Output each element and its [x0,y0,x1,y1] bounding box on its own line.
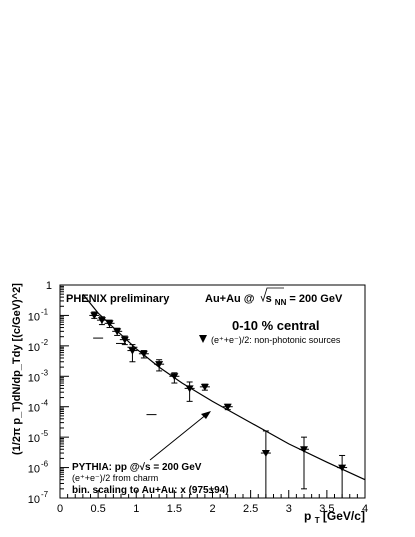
system-energy: = 200 GeV [289,293,343,305]
data-point [338,464,347,472]
x-tick-label: 1 [133,503,139,515]
data-point [261,450,270,458]
y-tick-label: 10 [28,311,40,323]
pythia-curve-layer [82,293,366,481]
y-tick-exponent: -1 [41,307,49,316]
x-tick-label: 4 [362,503,368,515]
system-sqrt-s: s [266,293,272,305]
y-tick-label: 1 [46,280,52,292]
data-point [200,383,209,391]
x-axis-label-main: p [304,509,311,523]
data-points-layer [89,311,348,498]
pythia-line3: bin. scaling to Au+Au: x (975±94) [72,485,229,496]
y-tick-exponent: -3 [41,368,49,377]
pythia-line2: (e⁺+e⁻)/2 from charm [72,473,158,483]
x-axis-label: p T [GeV/c] [304,509,365,526]
y-tick-exponent: -5 [41,429,49,438]
data-point [139,350,148,358]
data-point [113,328,122,336]
x-axis-ticks: 0 0.5 1 1.5 2 2.5 3 3.5 4 [57,490,368,515]
data-point [170,373,179,381]
data-point [90,312,99,320]
system-sub-nn: NN [275,298,287,307]
y-axis-ticks: 10 -710 -610 -510 -410 -310 -210 -11 [28,280,69,506]
data-point [185,385,194,393]
pythia-curve [82,293,366,481]
data-point [105,320,114,328]
legend-marker [199,335,207,343]
x-tick-label: 3.5 [319,503,334,515]
y-tick-label: 10 [28,372,40,384]
data-point [128,347,137,355]
x-axis-label-unit: [GeV/c] [323,509,365,523]
y-tick-label: 10 [28,342,40,354]
system-prefix: Au+Au @ [205,293,255,305]
x-tick-label: 2.5 [243,503,258,515]
y-tick-label: 10 [28,433,40,445]
x-tick-label: 0.5 [90,503,105,515]
y-tick-label: 10 [28,494,40,506]
data-point [97,317,106,325]
y-tick-label: 10 [28,464,40,476]
y-axis-label: (1/2π p_T)dN/dp_Tdy [(c/GeV)^2] [11,283,23,455]
x-tick-label: 1.5 [167,503,182,515]
data-point [155,361,164,369]
x-axis-label-sub: T [315,516,320,525]
phenix-label: PHENIX preliminary [66,293,170,305]
x-tick-label: 0 [57,503,63,515]
y-tick-label: 10 [28,403,40,415]
x-tick-label: 3 [286,503,292,515]
data-point [300,446,308,454]
data-point [120,336,129,344]
system-label: Au+Au @ s NN = 200 GeV [205,293,343,308]
x-tick-label: 2 [209,503,215,515]
y-tick-exponent: -6 [41,460,49,469]
legend-entry: (e⁺+e⁻)/2: non-photonic sources [211,335,341,345]
sqrt-sign [260,287,284,303]
y-tick-exponent: -4 [41,399,49,408]
data-point [223,403,232,411]
pythia-line1: PYTHIA: pp @√s = 200 GeV [72,462,202,473]
pythia-arrow [149,413,208,461]
centrality-label: 0-10 % central [232,318,319,333]
y-tick-exponent: -2 [41,338,49,347]
y-tick-exponent: -7 [41,490,49,499]
pythia-arrowhead [201,411,211,419]
